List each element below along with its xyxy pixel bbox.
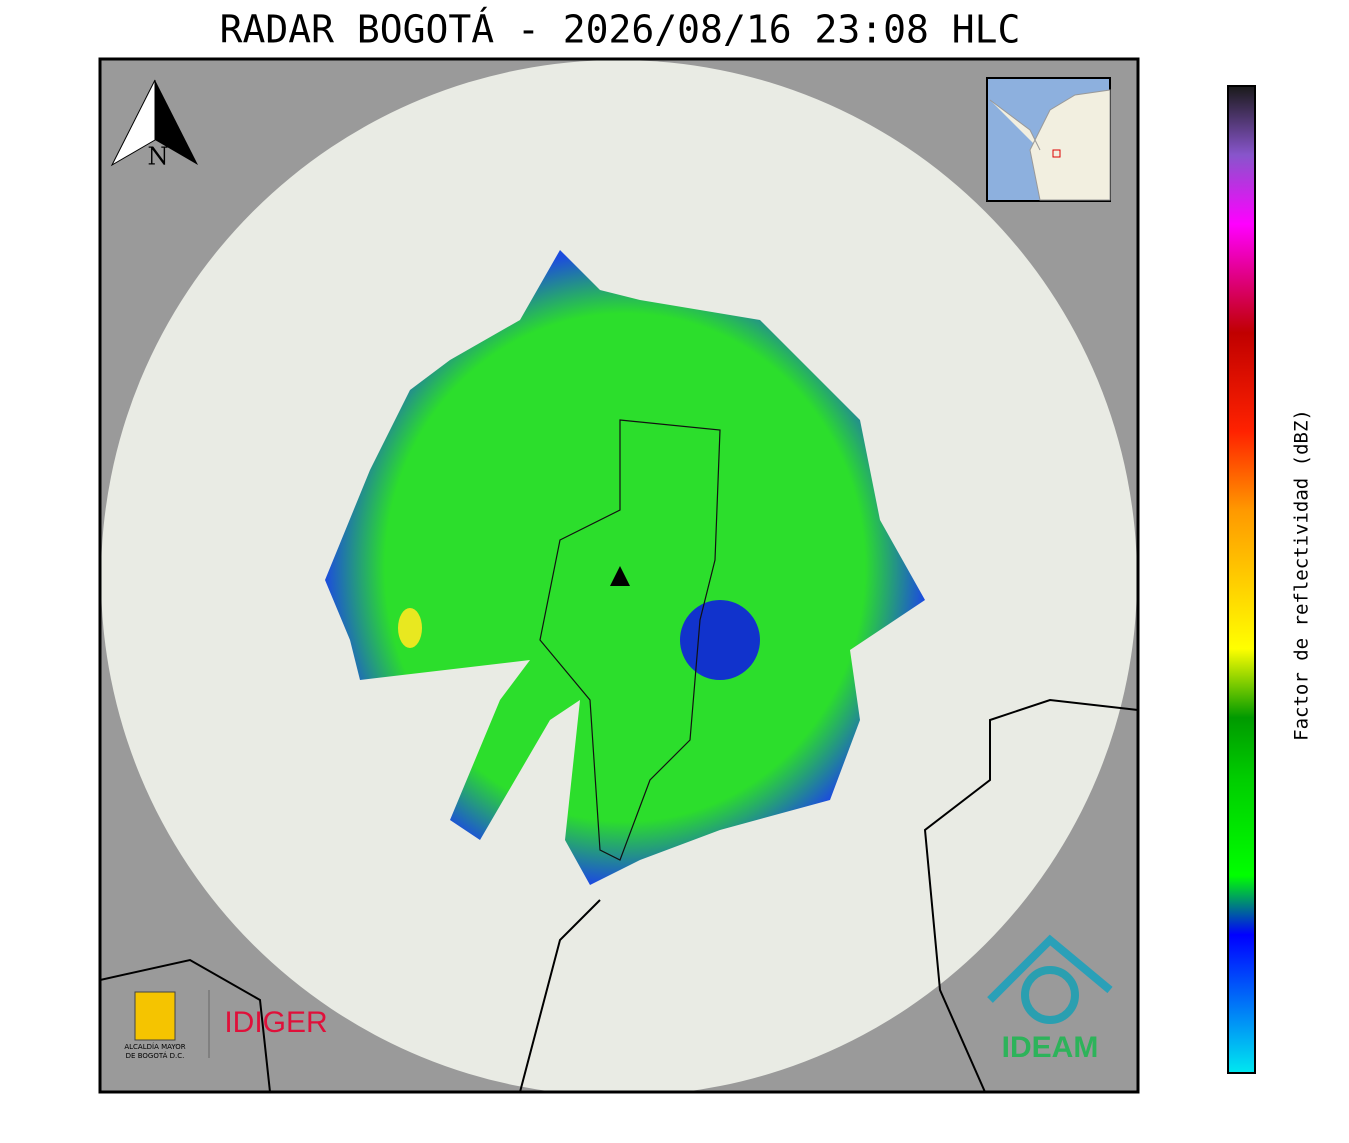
north-label: N bbox=[148, 143, 169, 171]
colorbar bbox=[1227, 85, 1256, 1074]
radar-echo bbox=[325, 250, 925, 885]
north-arrow bbox=[155, 80, 198, 165]
map: N ALCALDÍA MAYOR DE BOGOTÁ D.C. IDIGER I… bbox=[100, 59, 1138, 1092]
ideam-roof bbox=[987, 934, 1113, 1003]
logo-text: IDIGER bbox=[224, 1006, 327, 1039]
echo-core bbox=[680, 600, 760, 680]
inset-marker bbox=[1052, 149, 1061, 158]
logo-text: IDEAM bbox=[1002, 1031, 1099, 1064]
alcaldia-shield bbox=[134, 991, 176, 1041]
radar-site bbox=[610, 566, 630, 586]
logo-text: DE BOGOTÁ D.C. bbox=[126, 1051, 185, 1060]
logo-text: ALCALDÍA MAYOR bbox=[124, 1042, 185, 1051]
inset-land bbox=[989, 89, 1111, 201]
title: RADAR BOGOTÁ - 2026/08/16 23:08 HLC bbox=[220, 8, 1021, 52]
district-boundary bbox=[539, 419, 721, 861]
department-boundary bbox=[100, 698, 1138, 1092]
map-frame bbox=[98, 57, 1140, 1094]
colorbar-label: Factor de reflectividad (dBZ) bbox=[1291, 409, 1313, 741]
ideam-swirl bbox=[1021, 966, 1079, 1024]
echo-core bbox=[398, 608, 422, 648]
